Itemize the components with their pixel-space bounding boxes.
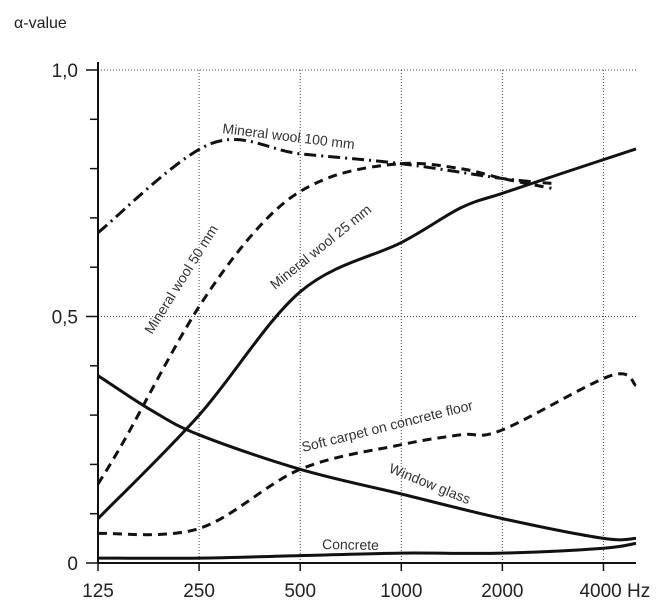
x-tick-label: 4000 Hz [579,581,650,602]
x-tick-label: 2000 [481,581,523,602]
label-concrete: Concrete [322,536,379,553]
series-line-mineral-wool-25-mm [96,147,637,520]
y-tick-label: 0,5 [52,308,78,329]
grid [98,69,636,563]
x-tick-label: 250 [183,581,215,602]
series-line-window-glass [97,374,637,542]
series-group [96,138,637,560]
x-tick-label: 1000 [380,581,422,602]
series-line-mineral-wool-100-mm [97,138,552,234]
series-line-soft-carpet-on-concrete-floor [97,372,637,537]
label-mineral-wool-50: Mineral wool 50 mm [141,222,221,337]
y-axis-title: α-value [14,15,67,32]
x-tick-label: 500 [284,581,316,602]
curve-labels: Mineral wool 100 mm Mineral wool 50 mm M… [141,120,475,553]
axes [86,62,636,571]
y-tick-label: 1,0 [52,61,78,82]
y-tick-label: 0 [67,554,78,575]
tick-labels: 0 0,5 1,0 125 250 500 1000 2000 4000 Hz [52,61,651,602]
x-tick-label: 125 [82,581,114,602]
label-soft-carpet: Soft carpet on concrete floor [300,397,475,455]
series-line-mineral-wool-50-mm [96,161,552,485]
series-line-concrete [97,541,637,560]
label-mineral-wool-100: Mineral wool 100 mm [222,120,356,152]
